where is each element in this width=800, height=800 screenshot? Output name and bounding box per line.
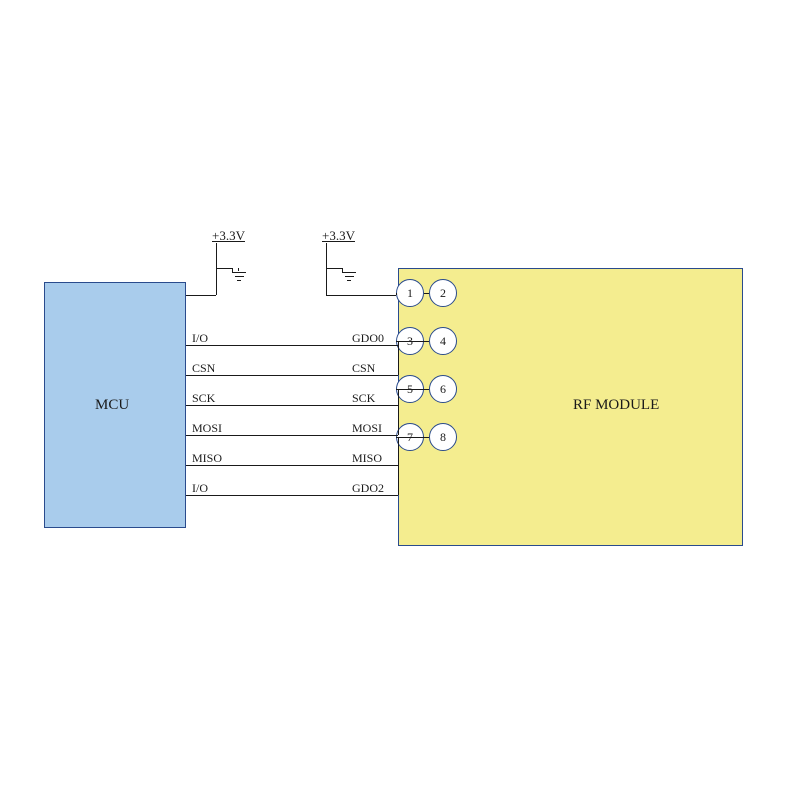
wire-pin1-pin2	[424, 293, 429, 294]
pin-1: 1	[396, 279, 424, 307]
pin-2: 2	[429, 279, 457, 307]
wire-rf-power-v	[326, 243, 327, 295]
label-left-1: CSN	[192, 361, 215, 376]
wiring-diagram: MCURF MODULE12345678I/OGDO0CSNCSNSCKSCKM…	[0, 0, 800, 800]
mcu-ground-bar-2	[237, 280, 241, 281]
pin-4: 4	[429, 327, 457, 355]
wire-csn-h2	[398, 341, 429, 342]
wire-rf-power-h	[326, 295, 396, 296]
label-left-4: MISO	[192, 451, 222, 466]
mcu-ground-bar-1	[235, 276, 244, 277]
label-right-3: MOSI	[352, 421, 382, 436]
label-right-4: MISO	[352, 451, 382, 466]
wire-mosi-v	[398, 389, 399, 435]
label-right-5: GDO2	[352, 481, 384, 496]
voltage-label-right: +3.3V	[322, 228, 355, 244]
wire-mcu-power-v	[216, 243, 217, 295]
label-right-0: GDO0	[352, 331, 384, 346]
wire-csn-v	[398, 341, 399, 375]
label-left-5: I/O	[192, 481, 208, 496]
mcu-ground-stem2	[232, 268, 233, 272]
rf-ground-bar-1	[345, 276, 354, 277]
label-left-2: SCK	[192, 391, 215, 406]
label-left-0: I/O	[192, 331, 208, 346]
mcu-label: MCU	[95, 397, 129, 414]
rf-module-label: RF MODULE	[573, 397, 659, 414]
pin-8: 8	[429, 423, 457, 451]
voltage-label-left: +3.3V	[212, 228, 245, 244]
mcu-ground-bar-0	[232, 272, 246, 273]
rf-ground-bar-2	[347, 280, 351, 281]
label-right-2: SCK	[352, 391, 375, 406]
label-right-1: CSN	[352, 361, 375, 376]
mcu-ground-stem	[238, 268, 239, 271]
wire-gdo2-v	[398, 437, 399, 495]
wire-mcu-power-h	[186, 295, 216, 296]
pin-6: 6	[429, 375, 457, 403]
wire-rf-ground-branch	[326, 268, 342, 269]
wire-gdo2-h2	[398, 437, 429, 438]
wire-mcu-ground-branch	[216, 268, 232, 269]
label-left-3: MOSI	[192, 421, 222, 436]
wire-mosi-h2	[398, 389, 429, 390]
rf-module-block	[398, 268, 743, 546]
rf-ground-stem	[342, 268, 343, 272]
wire-rf-power-stub	[396, 293, 397, 294]
rf-ground-bar-0	[342, 272, 356, 273]
